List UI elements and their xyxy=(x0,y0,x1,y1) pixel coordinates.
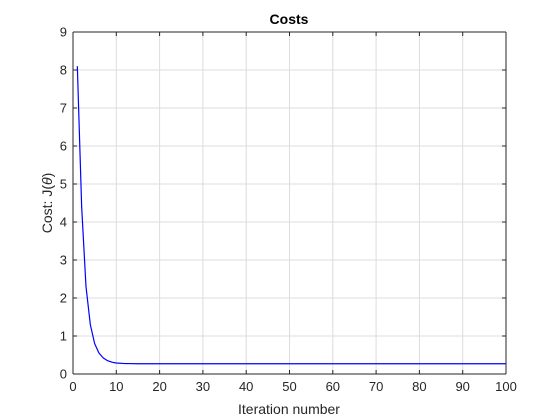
y-tick-label: 0 xyxy=(60,367,67,382)
x-tick-label: 0 xyxy=(69,379,76,394)
y-axis-label: Cost: J(θ) xyxy=(39,173,55,234)
grid-lines xyxy=(72,31,507,375)
x-tick-label: 90 xyxy=(455,379,469,394)
y-tick-label: 2 xyxy=(60,291,67,306)
x-tick-label: 80 xyxy=(412,379,426,394)
cost-line xyxy=(76,66,506,365)
y-axis-label-symbol: θ xyxy=(39,177,55,185)
y-axis-label-suffix: ) xyxy=(39,173,55,178)
axes xyxy=(72,31,507,375)
y-tick-label: 7 xyxy=(60,101,67,116)
y-axis-label-prefix: Cost: J( xyxy=(39,185,55,234)
x-tick-label: 20 xyxy=(152,379,166,394)
y-tick-label: 3 xyxy=(60,253,67,268)
y-tick-label: 9 xyxy=(60,25,67,40)
x-tick-label: 50 xyxy=(282,379,296,394)
y-tick-label: 4 xyxy=(60,215,67,230)
chart-title: Costs xyxy=(270,11,309,27)
series-layer xyxy=(76,66,506,365)
y-tick-label: 1 xyxy=(60,329,67,344)
x-tick-label: 30 xyxy=(196,379,210,394)
x-tick-label: 70 xyxy=(369,379,383,394)
x-tick-label: 40 xyxy=(239,379,253,394)
x-tick-label: 10 xyxy=(109,379,123,394)
y-tick-label: 5 xyxy=(60,177,67,192)
x-axis-label: Iteration number xyxy=(238,401,340,417)
tick-labels: 0 10 20 30 40 50 60 70 80 90 100 0 1 2 3 4 5 6 7 8 9 xyxy=(60,25,517,395)
x-tick-label: 100 xyxy=(495,379,517,394)
x-tick-label: 60 xyxy=(326,379,340,394)
y-tick-label: 6 xyxy=(60,139,67,154)
y-tick-label: 8 xyxy=(60,63,67,78)
